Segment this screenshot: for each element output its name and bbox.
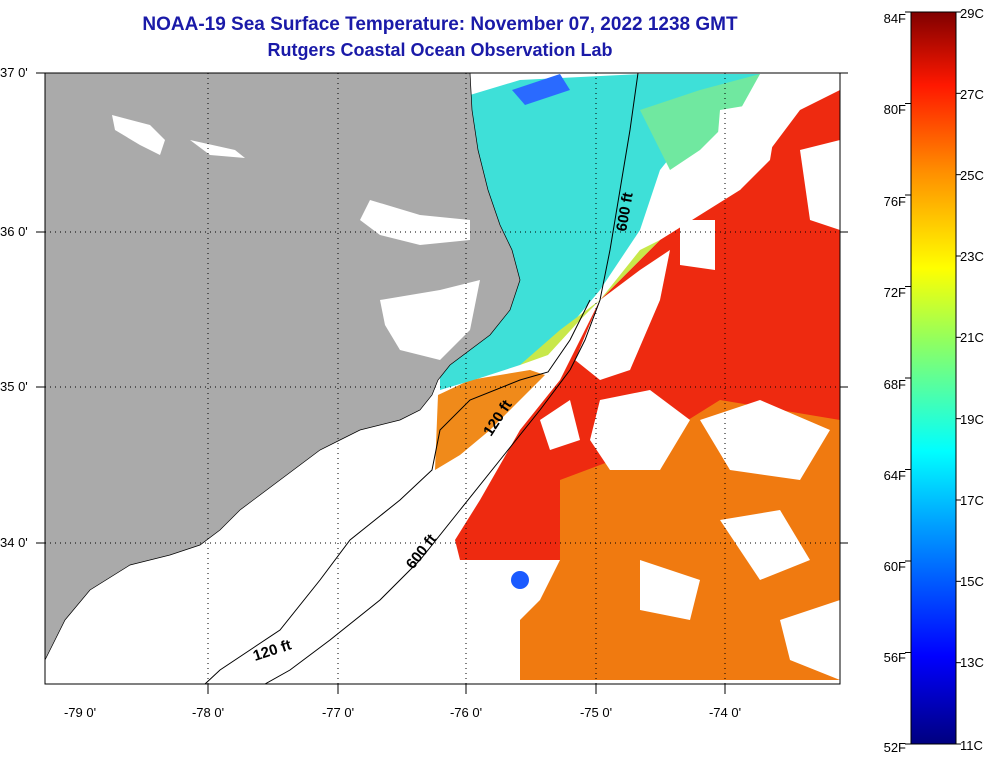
colorbar-f-label: 80F (884, 102, 906, 117)
depth-label: 600 ft (613, 191, 637, 233)
colorbar-f-label: 56F (884, 650, 906, 665)
colorbar-c-label: 13C (960, 655, 984, 670)
colorbar-c-label: 17C (960, 493, 984, 508)
cloud-mask (460, 100, 840, 680)
contour-600ft-south (264, 369, 571, 684)
colorbar-c-label: 27C (960, 87, 984, 102)
shelf-water-orange (435, 370, 545, 470)
colorbar-f-label: 84F (884, 11, 906, 26)
colorbar-c-label: 29C (960, 6, 984, 21)
lon-label: -76 0' (450, 705, 482, 720)
colorbar-c-label: 21C (960, 330, 984, 345)
lat-label: 35 0' (0, 379, 28, 394)
contour-600ft-north (569, 73, 639, 371)
colorbar (910, 11, 957, 745)
colorbar-c-label: 19C (960, 412, 984, 427)
lon-label: -79 0' (64, 705, 96, 720)
graticule (45, 73, 840, 684)
map-subtitle: Rutgers Coastal Ocean Observation Lab (267, 40, 613, 60)
colorbar-c-label: 15C (960, 574, 984, 589)
pamlico-sound (380, 280, 480, 360)
green-front-sst (640, 74, 760, 170)
lon-label: -78 0' (192, 705, 224, 720)
colorbar-f-label: 60F (884, 559, 906, 574)
map-ticks (36, 72, 848, 694)
lon-label: -77 0' (322, 705, 354, 720)
contour-120ft (204, 299, 591, 684)
colorbar-ticks (905, 11, 961, 745)
colorbar-f-label: 76F (884, 194, 906, 209)
colorbar-c-label: 23C (960, 249, 984, 264)
yellow-front-sst (520, 240, 660, 365)
albemarle-sound (360, 200, 470, 245)
reservoir (112, 115, 165, 155)
colorbar-c-label: 25C (960, 168, 984, 183)
lat-label: 37 0' (0, 65, 28, 80)
map-frame (44, 72, 841, 685)
lat-label: 36 0' (0, 224, 28, 239)
colorbar-f-label: 72F (884, 285, 906, 300)
cold-patch (511, 571, 529, 589)
colorbar-c-label: 11C (960, 738, 983, 753)
lon-label: -75 0' (580, 705, 612, 720)
lon-label: -74 0' (709, 705, 741, 720)
colorbar-f-label: 52F (884, 740, 906, 755)
lat-label: 34 0' (0, 535, 28, 550)
map-title: NOAA-19 Sea Surface Temperature: Novembe… (142, 14, 738, 35)
colorbar-labels: 84F 80F 76F 72F 68F 64F 60F 56F 52F 29C … (884, 6, 984, 755)
colorbar-f-label: 68F (884, 377, 906, 392)
map-layers (45, 73, 840, 684)
cold-patch-north (512, 74, 570, 105)
river-estuary (190, 140, 245, 158)
colorbar-f-label: 64F (884, 468, 906, 483)
